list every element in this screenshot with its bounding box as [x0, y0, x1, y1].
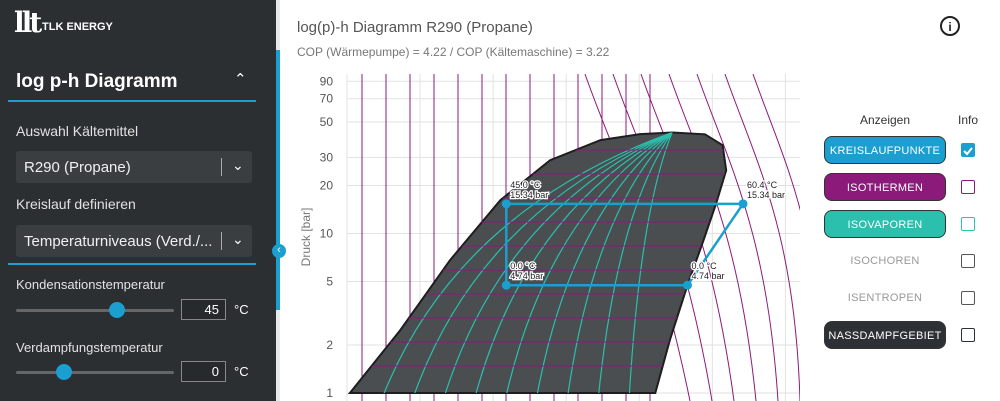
info-checkbox[interactable]: [961, 143, 975, 157]
y-tick-label: 5: [326, 275, 333, 289]
scrollbar-thumb[interactable]: [276, 50, 280, 310]
y-tick-label: 1: [326, 386, 333, 400]
two-phase-region: [347, 131, 728, 394]
slider-thumb[interactable]: [56, 364, 72, 380]
isovapor-line: [411, 132, 673, 393]
toggle-button[interactable]: KREISLAUFPUNKTE: [824, 136, 946, 164]
info-checkbox[interactable]: [961, 217, 975, 231]
y-tick-label: 10: [320, 227, 334, 241]
cycle-point: [738, 199, 748, 209]
cycle-point: [501, 280, 511, 290]
select-value: R290 (Propane): [24, 159, 131, 176]
field-label: Auswahl Kältemittel: [16, 123, 139, 139]
isovapor-line: [628, 132, 673, 393]
info-header: Info: [957, 113, 978, 127]
cycle-point: [501, 199, 511, 209]
dropdown-icon: ⌄: [232, 157, 244, 173]
select-value: Temperaturniveaus (Verd./...: [24, 233, 213, 250]
temperature-label: 60.4 °C: [747, 180, 778, 190]
isotherm-line: [752, 74, 800, 211]
section-title[interactable]: log p-h Diagramm: [16, 71, 178, 92]
slider-track[interactable]: [16, 309, 174, 312]
slider-label: Verdampfungstemperatur: [16, 340, 163, 355]
display-header: Anzeigen: [859, 113, 911, 127]
y-tick-label: 30: [320, 150, 334, 164]
section-underline: [8, 100, 256, 102]
field-label: Kreislauf definieren: [16, 196, 136, 212]
isovapor-line: [442, 132, 673, 393]
isovapor-line: [535, 132, 673, 393]
isovapor-line: [380, 132, 673, 393]
toggle-button[interactable]: ISENTROPEN: [847, 292, 923, 304]
unit: °C: [234, 364, 249, 379]
plot-area: [347, 74, 800, 401]
slider-thumb[interactable]: [109, 302, 125, 318]
pressure-label: 15.34 bar: [510, 190, 548, 200]
cycle-select[interactable]: Temperaturniveaus (Verd./... ⌄: [16, 225, 252, 257]
isovapor-line: [597, 132, 673, 393]
chart-title: log(p)-h Diagramm R290 (Propane): [297, 19, 533, 36]
pressure-label: 15.34 bar: [747, 190, 785, 200]
dropdown-icon: ⌄: [232, 231, 244, 247]
y-tick-label: 90: [320, 74, 334, 88]
logo-mark: llt: [14, 6, 42, 39]
toggle-button[interactable]: ISOCHOREN: [850, 255, 920, 267]
pressure-label: 4.74 bar: [691, 271, 724, 281]
check-mark: [963, 147, 973, 156]
isotherm-line: [724, 74, 800, 401]
sidebar-toggle[interactable]: ‹: [272, 244, 286, 258]
toggle-button[interactable]: NASSDAMPFGEBIET: [824, 321, 946, 349]
unit: °C: [234, 302, 249, 317]
isovapor-line: [504, 132, 673, 393]
divider: [8, 263, 256, 265]
isotherm-line: [696, 74, 779, 401]
toggle-button[interactable]: ISOTHERMEN: [824, 173, 946, 201]
info-checkbox[interactable]: [961, 254, 975, 268]
separator: [221, 158, 222, 176]
temperature-label: 0.0 °C: [510, 261, 536, 271]
isotherm-line: [668, 74, 757, 401]
y-tick-label: 20: [320, 178, 334, 192]
number-input[interactable]: 0: [181, 361, 226, 382]
y-tick-label: 50: [320, 115, 334, 129]
info-icon[interactable]: [940, 16, 960, 36]
collapse-chevron[interactable]: ⌃: [234, 71, 247, 88]
cycle-point: [682, 280, 692, 290]
y-axis-label: Druck [bar]: [299, 208, 313, 267]
refrigerant-select[interactable]: R290 (Propane) ⌄: [16, 151, 252, 183]
toggle-button[interactable]: ISOVAPOREN: [824, 210, 946, 238]
info-checkbox[interactable]: [961, 328, 975, 342]
chart-subtitle: COP (Wärmepumpe) = 4.22 / COP (Kältemasc…: [297, 45, 610, 59]
isovapor-line: [473, 132, 673, 393]
y-tick-label: 70: [320, 92, 334, 106]
info-checkbox[interactable]: [961, 291, 975, 305]
isovapor-line: [566, 132, 673, 393]
info-checkbox[interactable]: [961, 180, 975, 194]
y-tick-label: 2: [326, 338, 333, 352]
sidebar: llt TLK ENERGY log p-h Diagramm ⌃ Auswah…: [0, 0, 276, 401]
slider-label: Kondensationstemperatur: [16, 277, 165, 292]
pressure-label: 4.74 bar: [510, 271, 543, 281]
temperature-label: 0.0 °C: [691, 261, 717, 271]
temperature-label: 45.0 °C: [510, 180, 541, 190]
logo-text: TLK ENERGY: [42, 21, 113, 33]
number-input[interactable]: 45: [181, 299, 226, 320]
separator: [221, 232, 222, 250]
info-icon-glyph: i: [948, 20, 951, 34]
slider-track[interactable]: [16, 371, 174, 374]
